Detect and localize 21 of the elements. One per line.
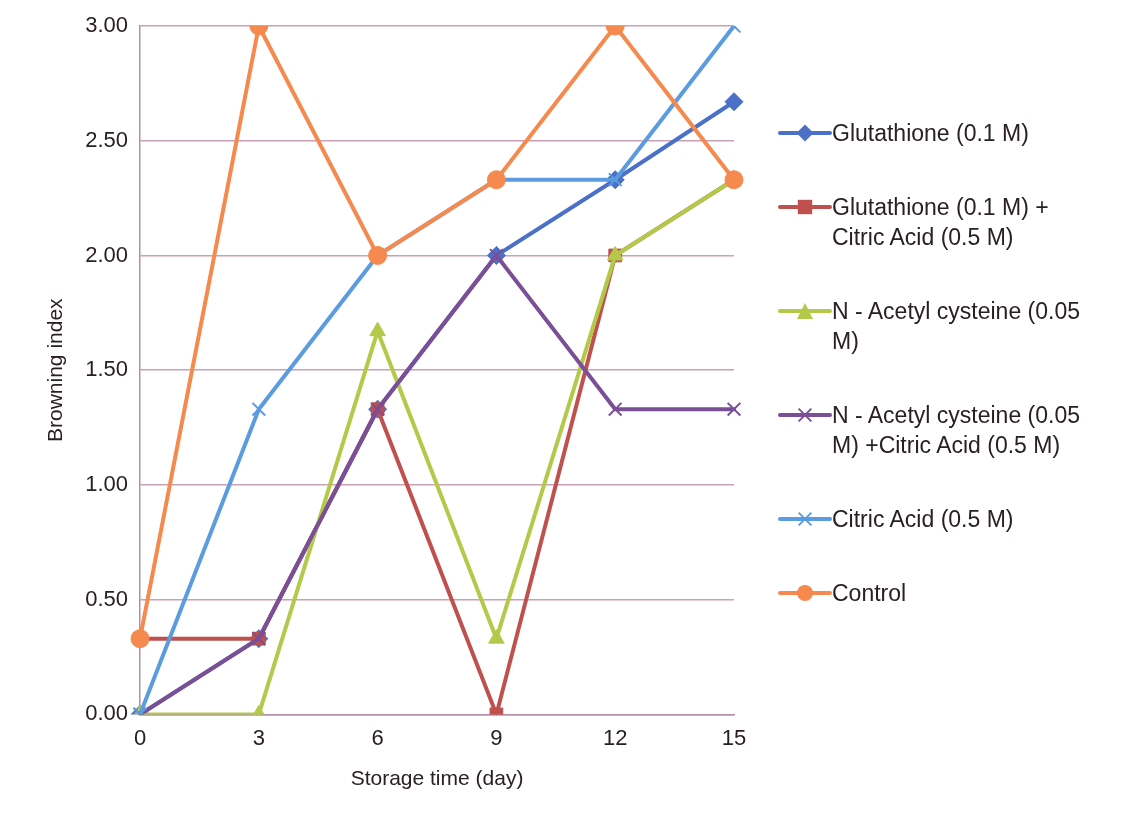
y-tick-label: 1.50: [85, 356, 129, 382]
x-tick-label: 9: [490, 724, 503, 750]
x-tick-label: 12: [602, 724, 628, 750]
y-tick-label: 0.00: [85, 700, 129, 726]
x-axis-title: Storage time (day): [350, 766, 524, 790]
legend-label: N - Acetyl cysteine (0.05 M) +Citric Acid (0.5 M): [832, 401, 1081, 460]
legend-label: Glutathione (0.1 M): [832, 119, 1029, 148]
y-tick-label: 2.50: [85, 126, 129, 152]
x-tick-label: 0: [133, 724, 147, 750]
legend-label: Citric Acid (0.5 M): [832, 505, 1014, 534]
x-tick-label: 6: [371, 724, 384, 750]
legend-label: N - Acetyl cysteine (0.05 M): [832, 297, 1081, 356]
y-tick-label: 3.00: [85, 12, 129, 38]
y-tick-label: 2.00: [85, 241, 129, 267]
legend-label: Glutathione (0.1 M) + Citric Acid (0.5 M): [832, 193, 1050, 252]
y-axis-title: Browning index: [43, 297, 67, 442]
x-tick-label: 15: [721, 724, 747, 750]
y-tick-label: 0.50: [85, 585, 129, 611]
y-tick-label: 1.00: [85, 471, 129, 496]
x-tick-label: 3: [252, 724, 265, 750]
legend-label: Control: [832, 579, 907, 608]
